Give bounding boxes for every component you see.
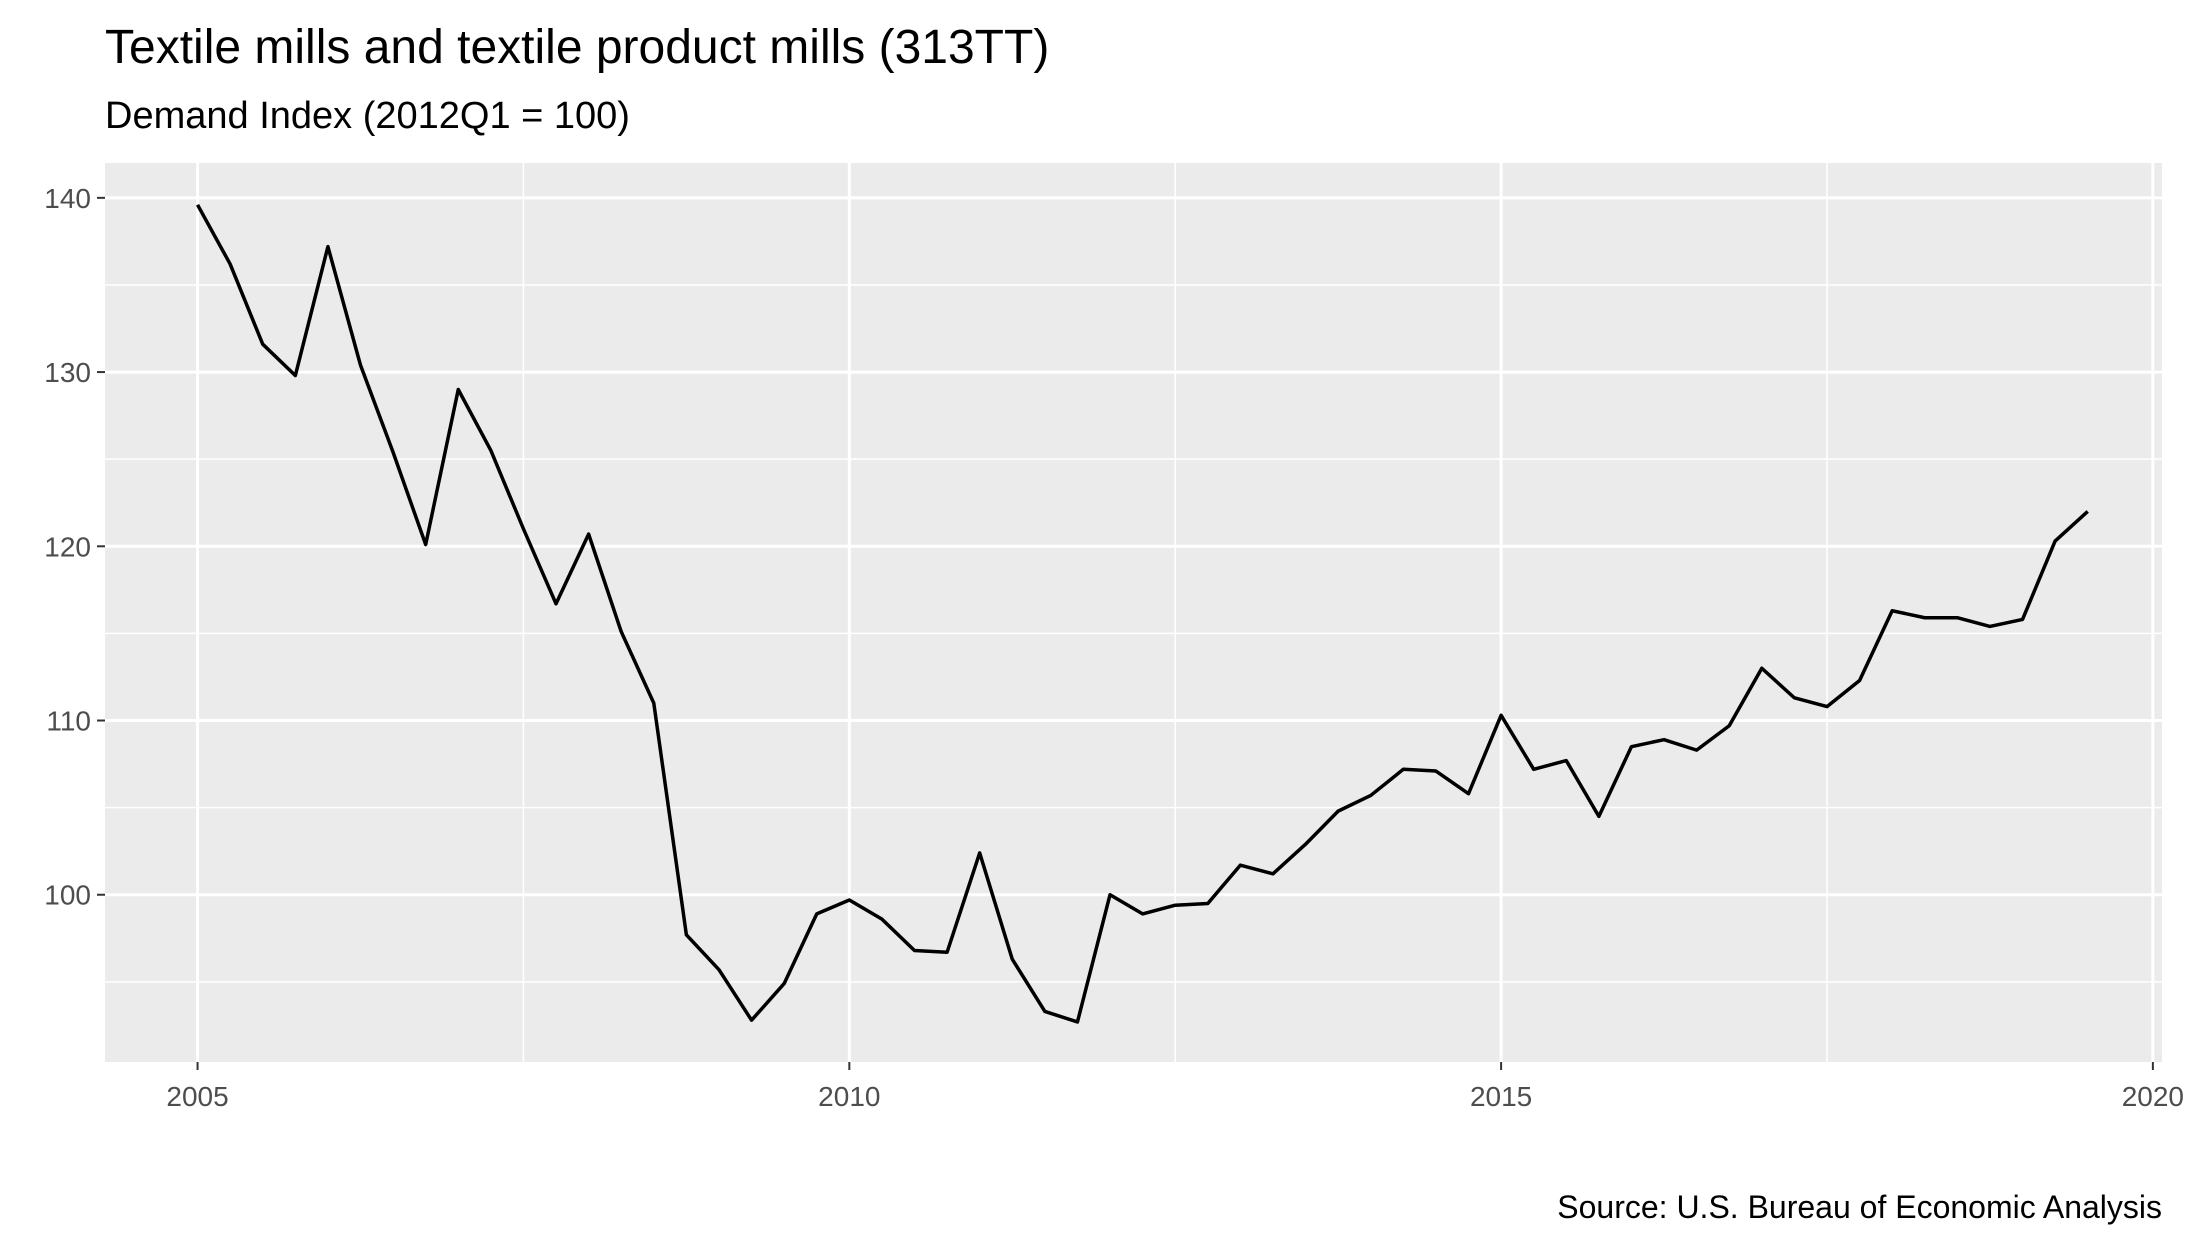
minor-gridlines	[105, 163, 2162, 1062]
y-tick-label: 120	[44, 531, 91, 562]
plot-panel	[105, 163, 2162, 1062]
x-tick-label: 2020	[2122, 1081, 2184, 1112]
x-tick-label: 2015	[1470, 1081, 1532, 1112]
x-axis: 2005 2010 2015 2020	[166, 1062, 2184, 1112]
y-axis: 100 110 120 130 140	[44, 183, 105, 911]
y-tick-label: 140	[44, 183, 91, 214]
x-tick-label: 2010	[818, 1081, 880, 1112]
demand-index-line	[196, 203, 2089, 1024]
x-tick-label: 2005	[166, 1081, 228, 1112]
chart-subtitle: Demand Index (2012Q1 = 100)	[105, 95, 630, 137]
major-gridlines	[105, 163, 2162, 1062]
y-tick-label: 130	[44, 357, 91, 388]
chart-title: Textile mills and textile product mills …	[105, 21, 1049, 74]
chart-caption: Source: U.S. Bureau of Economic Analysis	[1557, 1189, 2162, 1225]
y-tick-label: 110	[46, 706, 91, 737]
y-tick-label: 100	[44, 880, 91, 911]
